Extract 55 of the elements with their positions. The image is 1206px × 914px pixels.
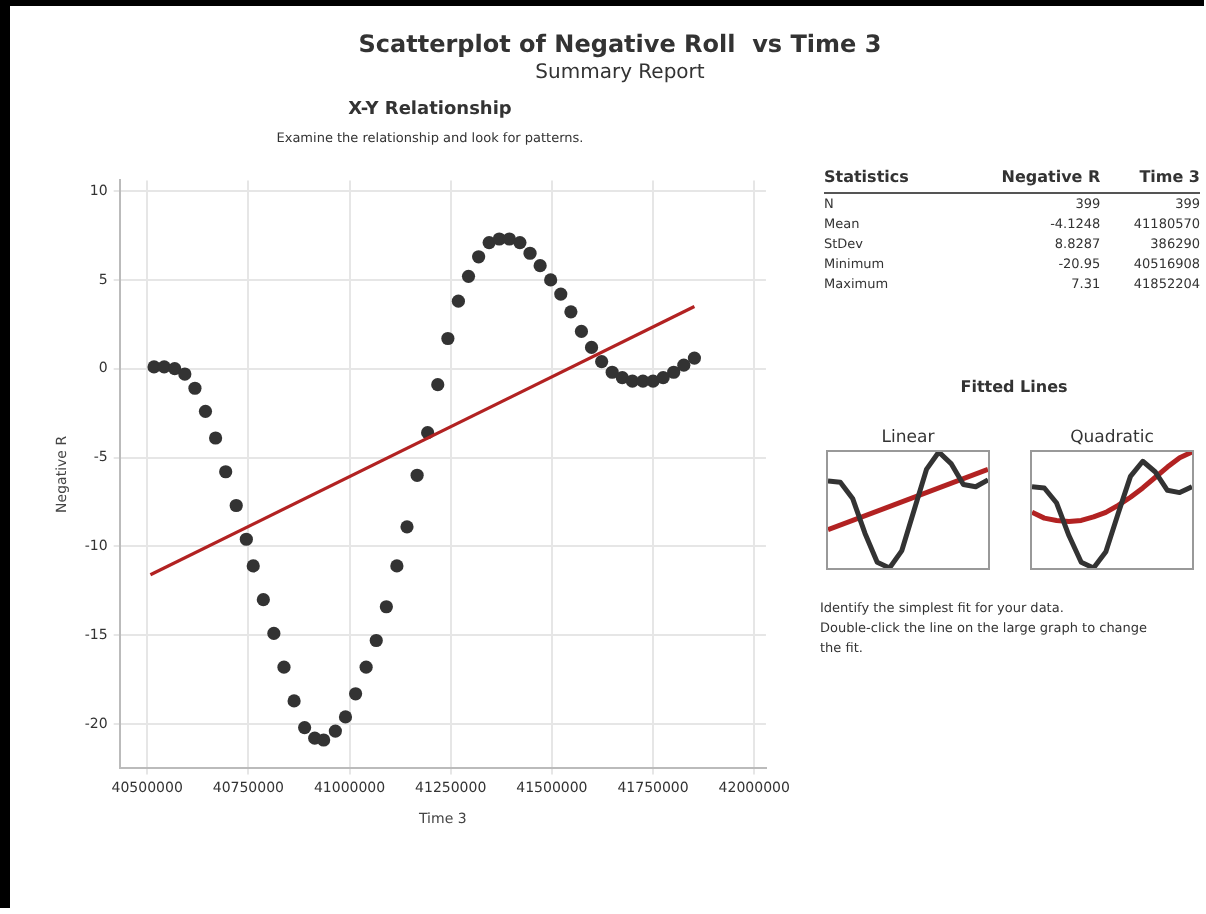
point — [338, 710, 353, 724]
point — [687, 351, 702, 365]
point — [502, 232, 516, 246]
point — [564, 305, 578, 319]
point — [287, 694, 301, 708]
point — [267, 626, 281, 640]
point — [605, 365, 619, 379]
point — [369, 633, 383, 648]
point — [574, 324, 589, 338]
point — [317, 733, 331, 747]
point — [400, 520, 414, 534]
point — [390, 559, 404, 573]
text: X-Y Relationship — [346, 100, 514, 120]
point — [656, 370, 670, 385]
chart-subtitle: Summary Report — [533, 62, 707, 84]
text: Negative R — [951, 166, 1101, 193]
point — [533, 259, 547, 273]
point — [615, 370, 629, 385]
point — [472, 250, 486, 264]
point — [229, 498, 243, 513]
point — [544, 273, 558, 287]
point — [523, 246, 537, 260]
point — [451, 294, 465, 308]
point — [667, 365, 681, 379]
point — [328, 724, 342, 738]
point — [359, 660, 373, 674]
point — [208, 431, 223, 445]
point — [441, 331, 455, 346]
chart-title: Quadratic — [1068, 428, 1156, 450]
point — [219, 465, 233, 479]
point — [410, 468, 424, 482]
point — [256, 593, 270, 607]
text: Fitted Lines — [958, 378, 1070, 396]
point — [298, 720, 312, 735]
point — [188, 381, 202, 395]
point — [178, 367, 192, 381]
text: Statistics — [824, 166, 952, 193]
chart-title: Linear — [879, 428, 937, 450]
point — [239, 532, 253, 546]
point — [554, 287, 568, 301]
point — [349, 687, 363, 701]
point — [595, 355, 609, 369]
point — [513, 235, 527, 250]
chart-title: Scatterplot of Negative Roll vs Time 3 — [356, 30, 884, 58]
point — [198, 404, 213, 418]
point — [246, 559, 260, 573]
text: Time 3 — [1100, 166, 1200, 193]
point — [168, 362, 182, 376]
point — [379, 600, 393, 614]
point — [584, 340, 599, 354]
point — [277, 660, 291, 674]
point — [482, 235, 496, 250]
point — [431, 378, 445, 392]
point — [677, 358, 691, 372]
point — [461, 269, 476, 283]
